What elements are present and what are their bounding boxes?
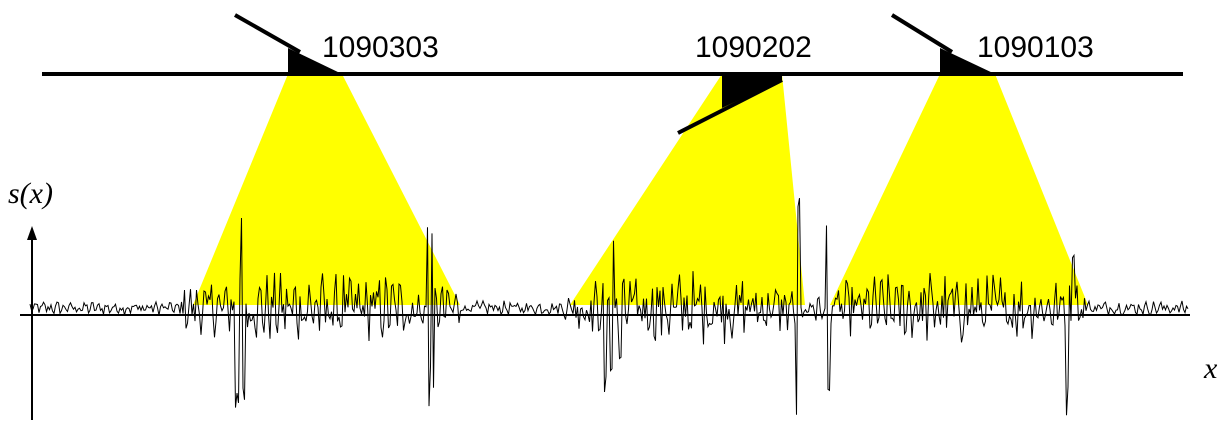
diagram: 1090303 1090202 1090103 s(x) x xyxy=(0,0,1228,421)
sensor-label: 1090303 xyxy=(322,31,439,64)
x-axis-label: x xyxy=(1203,352,1218,385)
sensor-label: 1090202 xyxy=(695,31,812,64)
sensor-arm xyxy=(235,15,300,52)
y-axis-arrow xyxy=(27,226,37,240)
y-axis-label: s(x) xyxy=(8,177,53,210)
sensor-cone xyxy=(570,74,805,305)
sensor-arm xyxy=(892,15,952,52)
sensor-cone xyxy=(193,74,460,305)
sensor-cone xyxy=(830,74,1088,305)
sensor-label: 1090103 xyxy=(977,31,1094,64)
page: 1090303 1090202 1090103 s(x) x (() => { … xyxy=(0,0,1228,421)
